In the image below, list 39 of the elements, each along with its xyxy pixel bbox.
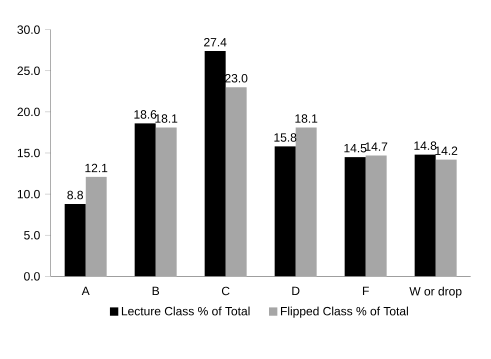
bar <box>86 176 107 276</box>
x-tick-label: A <box>82 286 90 295</box>
data-label: 14.2 <box>435 146 458 155</box>
data-label: 18.1 <box>155 114 178 123</box>
y-tick-label: 10.0 <box>18 190 40 198</box>
x-tick-label: F <box>362 286 369 295</box>
bar <box>436 160 457 276</box>
bar <box>274 146 296 276</box>
x-tick-label: C <box>222 286 230 296</box>
y-tick-label: 30.0 <box>17 25 40 34</box>
y-tick-label: 20.0 <box>18 108 40 116</box>
bar <box>366 155 387 276</box>
bar <box>296 128 317 276</box>
bar <box>226 87 247 276</box>
legend-label: Lecture Class % of Total <box>122 306 250 316</box>
bar <box>344 157 366 276</box>
legend-label: Flipped Class % of Total <box>280 306 408 318</box>
data-label: 14.8 <box>414 141 436 150</box>
data-label: 27.4 <box>204 38 226 46</box>
y-tick-label: 0.0 <box>24 272 40 281</box>
x-tick-label: W or drop <box>409 286 462 298</box>
data-label: 18.1 <box>295 114 318 123</box>
y-tick-label: 25.0 <box>18 66 40 76</box>
x-tick-label: B <box>152 286 160 295</box>
data-label: 14.5 <box>344 144 366 152</box>
bar <box>64 204 86 276</box>
bar <box>204 51 226 276</box>
data-label: 18.6 <box>134 110 156 119</box>
data-label: 23.0 <box>225 74 248 83</box>
bar <box>134 123 156 276</box>
bar <box>414 154 436 276</box>
data-label: 12.1 <box>85 164 108 172</box>
data-label: 8.8 <box>67 190 83 200</box>
bar <box>156 128 177 276</box>
data-label: 14.7 <box>365 142 388 151</box>
data-label: 15.8 <box>274 133 296 142</box>
y-tick-label: 5.0 <box>24 230 40 240</box>
x-tick-label: D <box>292 286 300 295</box>
y-tick-label: 15.0 <box>18 148 40 158</box>
